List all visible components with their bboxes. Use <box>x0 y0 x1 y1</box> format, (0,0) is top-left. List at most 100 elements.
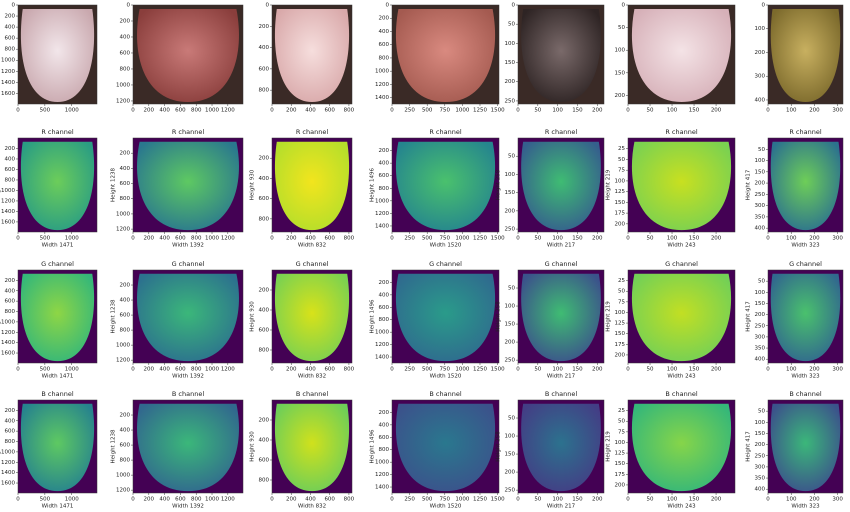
y-tick-label: 25 <box>618 278 625 284</box>
y-tick-label: 1200 <box>116 98 130 104</box>
x-tick-label: 100 <box>552 367 563 373</box>
x-axis-label: Width 1520 <box>430 374 462 380</box>
y-tick-label: 150 <box>755 431 766 437</box>
y-tick-label: 100 <box>505 41 516 47</box>
panel: 0 250 500 750 1000 1250 1500 200 400 600 800 1000 12… <box>370 390 506 510</box>
panel: 0 500 1000 200 400 600 800 1000 1200 1400 1600 B ch… <box>0 390 98 510</box>
y-tick-label: 600 <box>259 196 270 202</box>
x-tick-label: 200 <box>711 236 722 242</box>
panel-title: G channel <box>41 260 74 268</box>
panel: 0 100 200 300 50 100 150 200 250 300 350 400 R chann… <box>746 128 844 249</box>
y-tick-label: 50 <box>508 416 515 422</box>
y-tick-label: 400 <box>259 308 270 314</box>
x-axis-label: Width 1392 <box>172 504 204 510</box>
y-tick-label: 300 <box>755 203 766 209</box>
y-tick-label: 150 <box>615 331 626 337</box>
x-tick-label: 200 <box>286 236 297 242</box>
x-tick-label: 0 <box>626 108 630 114</box>
x-tick-label: 0 <box>516 236 520 242</box>
y-tick-label: 1400 <box>1 340 15 346</box>
x-tick-label: 0 <box>270 497 274 503</box>
x-tick-label: 250 <box>404 367 415 373</box>
panel: 0 100 200 300 0 100 200 300 400 <box>755 3 844 114</box>
x-tick-label: 200 <box>711 497 722 503</box>
x-tick-label: 1000 <box>65 367 79 373</box>
y-tick-label: 100 <box>755 290 766 296</box>
panel-title: R channel <box>545 128 577 136</box>
x-tick-label: 300 <box>832 497 843 503</box>
x-tick-label: 0 <box>131 108 135 114</box>
y-tick-label: 800 <box>5 309 16 315</box>
y-tick-label: 250 <box>755 323 766 329</box>
y-tick-label: 0 <box>762 3 766 9</box>
y-tick-label: 1000 <box>116 82 130 88</box>
y-tick-label: 200 <box>259 156 270 162</box>
tongue-image <box>770 273 841 362</box>
y-tick-label: 125 <box>615 189 626 195</box>
axes-frame <box>391 137 500 233</box>
y-tick-label: 50 <box>618 25 625 31</box>
y-tick-label: 200 <box>120 283 131 289</box>
y-tick-label: 800 <box>120 328 131 334</box>
x-tick-label: 0 <box>516 497 520 503</box>
y-tick-label: 800 <box>379 317 390 323</box>
y-tick-label: 400 <box>259 45 270 51</box>
y-tick-label: 1000 <box>116 211 130 217</box>
y-tick-label: 1000 <box>1 188 15 194</box>
y-tick-label: 200 <box>259 418 270 424</box>
x-tick-label: 50 <box>534 236 541 242</box>
x-axis-label: Width 323 <box>791 374 820 380</box>
y-axis-label: Height 1496 <box>370 299 376 333</box>
y-tick-label: 400 <box>379 422 390 428</box>
y-tick-label: 1200 <box>375 472 389 478</box>
tongue-image <box>521 141 601 231</box>
y-tick-label: 50 <box>508 22 515 28</box>
y-tick-label: 200 <box>755 312 766 318</box>
x-tick-label: 300 <box>832 367 843 373</box>
x-tick-label: 400 <box>305 108 316 114</box>
y-axis-label: Height 219 <box>606 301 612 332</box>
x-tick-label: 100 <box>667 497 678 503</box>
panel-title: G channel <box>545 260 578 268</box>
tongue-image <box>631 141 732 231</box>
y-tick-label: 50 <box>758 279 765 285</box>
y-tick-label: 150 <box>505 322 516 328</box>
x-tick-label: 250 <box>404 108 415 114</box>
panel: 0 200 400 600 800 0 200 400 600 800 <box>259 3 355 114</box>
axes-frame <box>767 137 844 233</box>
y-tick-label: 1000 <box>116 343 130 349</box>
tongue-image <box>274 141 350 231</box>
x-axis-label: Width 323 <box>791 504 820 510</box>
y-tick-label: 400 <box>259 438 270 444</box>
x-tick-label: 1250 <box>473 108 487 114</box>
y-tick-label: 175 <box>615 472 626 478</box>
axes-frame <box>132 269 244 364</box>
y-tick-label: 0 <box>622 3 626 9</box>
y-tick-label: 100 <box>755 26 766 32</box>
x-tick-label: 100 <box>786 497 797 503</box>
x-tick-label: 400 <box>159 108 170 114</box>
x-tick-label: 0 <box>131 236 135 242</box>
x-tick-label: 200 <box>286 497 297 503</box>
y-tick-label: 800 <box>120 196 131 202</box>
y-tick-label: 200 <box>755 50 766 56</box>
y-tick-label: 200 <box>379 280 390 286</box>
x-tick-label: 600 <box>324 236 335 242</box>
axes-frame <box>271 269 353 364</box>
y-axis-label: Height 930 <box>250 431 256 462</box>
panel: 0 500 1000 0 200 400 600 800 1000 1200 1400 1600 <box>1 3 98 114</box>
x-tick-label: 50 <box>534 108 541 114</box>
tongue-image <box>20 273 95 362</box>
axes-frame <box>517 4 605 105</box>
y-axis-label: Height 219 <box>606 431 612 462</box>
x-tick-label: 200 <box>286 367 297 373</box>
x-tick-label: 150 <box>572 108 583 114</box>
y-axis-label: Height 258 <box>496 431 502 462</box>
x-axis-label: Width 832 <box>298 243 326 249</box>
x-tick-label: 200 <box>592 367 603 373</box>
y-tick-label: 200 <box>379 16 390 22</box>
y-tick-label: 600 <box>259 66 270 72</box>
axes-frame <box>767 399 844 494</box>
x-tick-label: 0 <box>626 367 630 373</box>
panel: 0 200 400 600 800 200 400 600 800 R channel Width … <box>250 128 355 249</box>
